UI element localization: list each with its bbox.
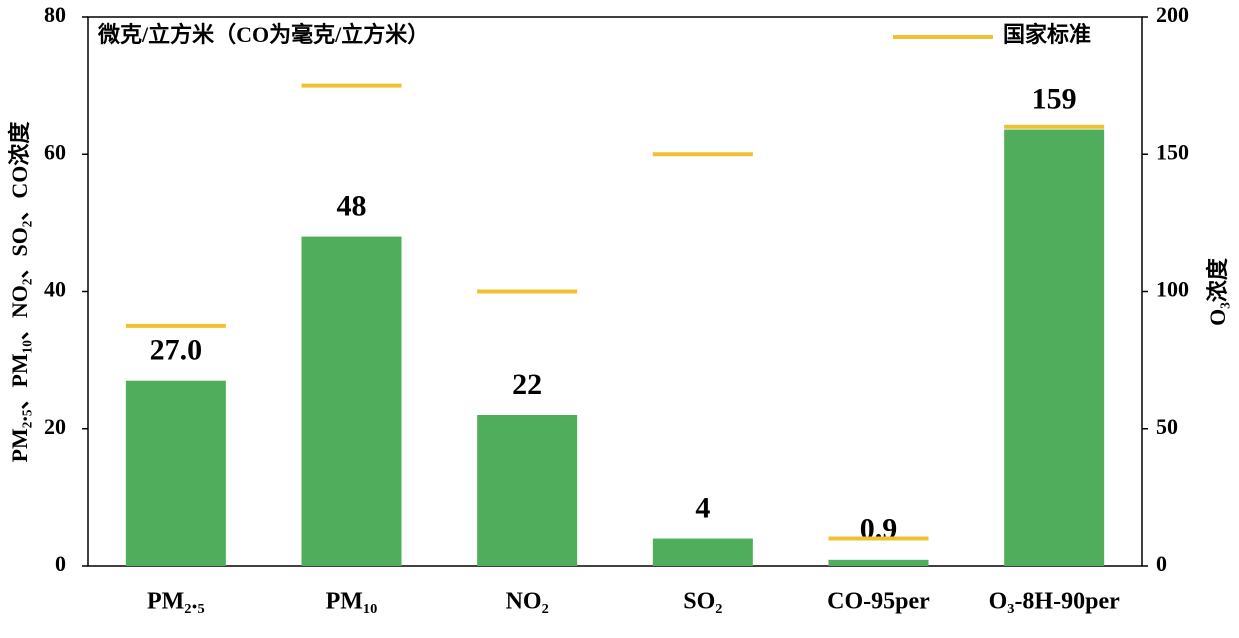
y-tick-label: 40: [44, 277, 66, 302]
legend-label: 国家标准: [1003, 22, 1091, 47]
y-tick-label: 60: [44, 139, 66, 164]
y2-tick-label: 0: [1156, 551, 1167, 576]
bar: [125, 380, 226, 566]
y-axis-label: PM₂.₅、PM₁₀、NO₂、SO₂、CO浓度: [7, 121, 32, 463]
y2-axis-label: O₃浓度: [1205, 257, 1230, 326]
y-tick-label: 80: [44, 2, 66, 27]
x-tick-label: O₃-8H-90per: [989, 589, 1121, 615]
value-label: 22: [512, 368, 542, 401]
value-label: 159: [1032, 82, 1077, 115]
y2-tick-label: 150: [1156, 139, 1189, 164]
value-label: 48: [337, 189, 367, 222]
y-tick-label: 0: [55, 551, 66, 576]
y2-tick-label: 200: [1156, 2, 1189, 27]
y2-tick-label: 100: [1156, 277, 1189, 302]
x-tick-label: CO-95per: [827, 589, 930, 615]
value-label: 0.9: [860, 513, 898, 546]
bar: [1004, 129, 1105, 567]
plot-frame: [87, 16, 1143, 567]
x-tick-label: NO₂: [506, 589, 549, 615]
x-tick-label: SO₂: [683, 589, 722, 615]
x-tick-label: PM₂.₅: [147, 589, 205, 615]
y2-tick-label: 50: [1156, 414, 1178, 439]
bar: [828, 559, 929, 566]
x-tick-label: PM₁₀: [326, 589, 378, 615]
value-label: 27.0: [150, 334, 203, 367]
y-tick-label: 20: [44, 414, 66, 439]
unit-annotation: 微克/立方米（CO为毫克/立方米）: [97, 22, 429, 47]
bar: [477, 415, 578, 566]
value-label: 4: [695, 491, 710, 524]
bar: [301, 236, 402, 566]
bar: [652, 538, 753, 566]
